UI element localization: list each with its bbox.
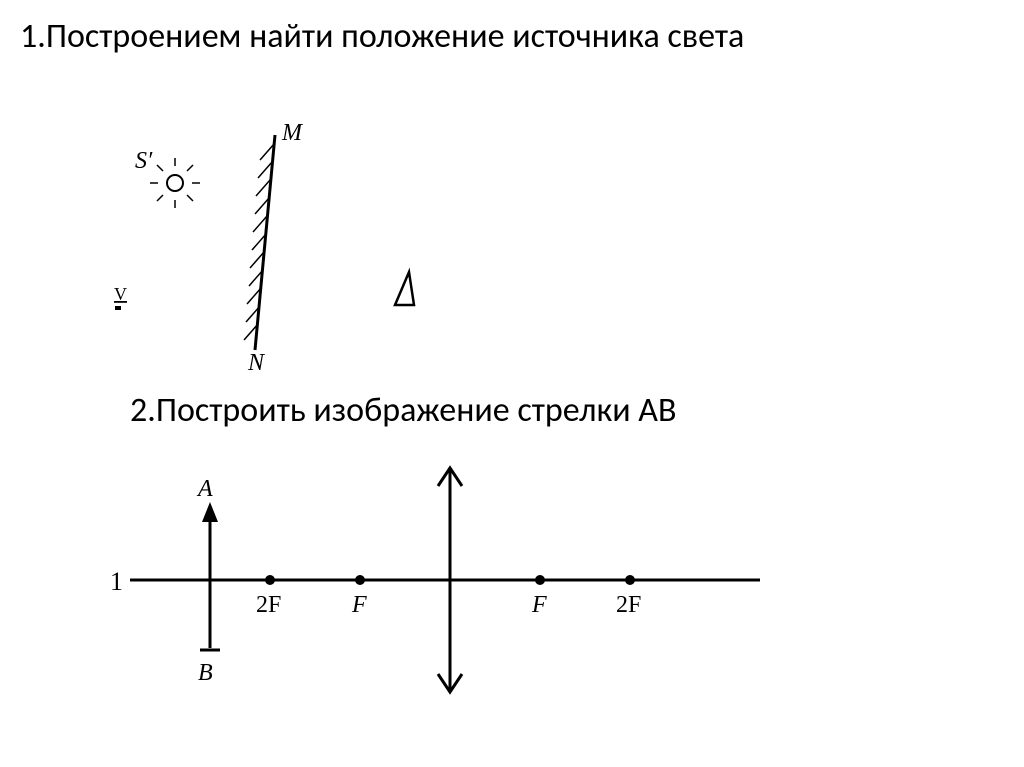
page: 1.Построением найти положение источника …: [0, 0, 1024, 767]
eye-icon: [395, 272, 414, 305]
label-A: A: [196, 476, 213, 502]
label-F-right: F: [531, 592, 547, 618]
sun-label: S′: [135, 148, 153, 174]
label-F-left: F: [351, 592, 367, 618]
problem1-diagram: M N S′ V: [100, 120, 460, 370]
label-2F-right: 2F: [616, 592, 641, 618]
axis-label-1: 1: [110, 567, 123, 596]
mirror: M N: [244, 120, 304, 376]
optical-axis: 1: [110, 567, 760, 596]
mirror-label-N: N: [247, 350, 266, 376]
problem2-diagram: 1 2F F F 2F: [100, 440, 820, 700]
mirror-label-M: M: [281, 120, 304, 146]
svg-text:V: V: [114, 284, 127, 304]
problem1-text: 1.Построением найти положение источника …: [20, 16, 780, 59]
sun-source: S′: [135, 148, 200, 208]
cursor-mark: V: [114, 284, 127, 310]
label-B: B: [198, 660, 213, 686]
label-2F-left: 2F: [256, 592, 281, 618]
problem2-text: 2.Построить изображение стрелки АВ: [130, 390, 950, 433]
